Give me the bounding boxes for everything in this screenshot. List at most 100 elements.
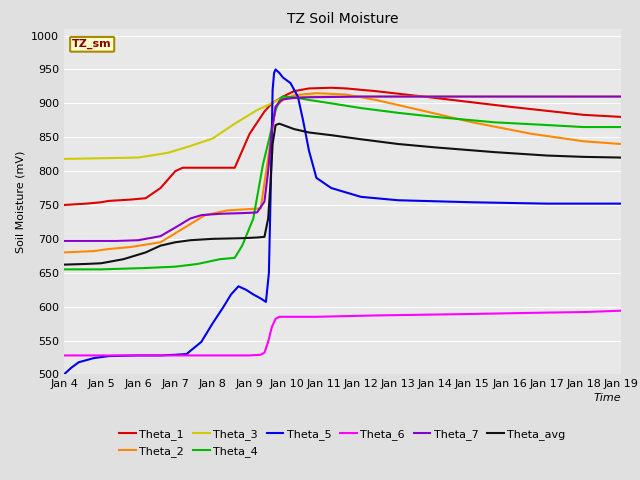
Theta_7 bbox=[134, 237, 142, 243]
Theta_2 bbox=[60, 250, 68, 255]
Theta_6 bbox=[179, 352, 187, 358]
Theta_6 bbox=[83, 352, 90, 358]
Theta_1 bbox=[83, 201, 90, 206]
Theta_3 bbox=[134, 155, 142, 160]
Theta_1 bbox=[97, 199, 105, 205]
Line: Theta_1: Theta_1 bbox=[64, 88, 621, 205]
Theta_4 bbox=[291, 95, 298, 100]
Theta_avg bbox=[357, 136, 365, 142]
Theta_6 bbox=[231, 352, 239, 358]
Theta_5 bbox=[265, 270, 273, 276]
Theta_6 bbox=[157, 352, 164, 358]
Title: TZ Soil Moisture: TZ Soil Moisture bbox=[287, 12, 398, 26]
Theta_2 bbox=[417, 107, 424, 113]
Theta_1 bbox=[342, 85, 350, 91]
Theta_2 bbox=[257, 205, 264, 211]
Theta_avg bbox=[269, 141, 276, 147]
Theta_2 bbox=[617, 141, 625, 147]
Theta_6 bbox=[209, 352, 216, 358]
Theta_3 bbox=[279, 95, 287, 101]
Theta_avg bbox=[186, 237, 194, 243]
Theta_7 bbox=[90, 238, 97, 244]
Theta_5 bbox=[270, 70, 278, 76]
Theta_6 bbox=[275, 314, 283, 320]
Theta_3 bbox=[305, 94, 313, 99]
Theta_3 bbox=[60, 156, 68, 162]
Theta_2 bbox=[127, 244, 134, 250]
Theta_6 bbox=[461, 311, 468, 317]
Theta_2 bbox=[279, 97, 287, 103]
Theta_3 bbox=[186, 143, 194, 149]
Theta_1 bbox=[617, 114, 625, 120]
Theta_5 bbox=[257, 296, 264, 301]
Theta_4 bbox=[617, 124, 625, 130]
Theta_1 bbox=[127, 197, 134, 203]
Theta_5 bbox=[90, 355, 97, 361]
Theta_5 bbox=[272, 67, 280, 72]
Theta_7 bbox=[112, 238, 120, 244]
Theta_5 bbox=[209, 321, 216, 326]
Theta_7 bbox=[175, 222, 183, 228]
Theta_2 bbox=[223, 207, 231, 213]
Theta_1 bbox=[142, 195, 150, 201]
Theta_5 bbox=[198, 339, 205, 345]
Theta_6 bbox=[60, 352, 68, 358]
Theta_5 bbox=[305, 148, 313, 154]
Theta_7 bbox=[357, 94, 365, 99]
Theta_7 bbox=[264, 168, 272, 174]
Theta_6 bbox=[260, 350, 268, 356]
Theta_2 bbox=[105, 246, 113, 252]
Theta_5 bbox=[235, 283, 243, 289]
Theta_3 bbox=[253, 107, 261, 113]
Theta_avg bbox=[580, 154, 588, 160]
Theta_5 bbox=[182, 351, 190, 357]
Theta_4 bbox=[216, 256, 224, 262]
Theta_4 bbox=[250, 216, 257, 221]
Theta_2 bbox=[580, 138, 588, 144]
Theta_avg bbox=[83, 261, 90, 267]
Theta_5 bbox=[134, 352, 142, 358]
Theta_avg bbox=[291, 126, 298, 132]
Theta_5 bbox=[60, 372, 68, 377]
Theta_avg bbox=[491, 149, 499, 155]
Line: Theta_6: Theta_6 bbox=[64, 311, 621, 355]
Theta_3 bbox=[209, 136, 216, 142]
Theta_2 bbox=[342, 92, 350, 97]
Theta_3 bbox=[231, 121, 239, 127]
Theta_1 bbox=[268, 100, 276, 106]
Theta_4 bbox=[580, 124, 588, 130]
Theta_3 bbox=[291, 95, 298, 100]
Theta_5 bbox=[468, 199, 476, 205]
Theta_2 bbox=[272, 104, 280, 109]
Theta_avg bbox=[272, 122, 280, 128]
Theta_2 bbox=[372, 97, 380, 103]
Theta_7 bbox=[506, 94, 513, 99]
Theta_avg bbox=[394, 141, 402, 147]
Theta_2 bbox=[264, 155, 272, 160]
Theta_7 bbox=[305, 95, 313, 100]
Theta_4 bbox=[543, 122, 550, 128]
Theta_avg bbox=[253, 235, 261, 240]
Theta_5 bbox=[250, 291, 257, 297]
Theta_avg bbox=[209, 236, 216, 242]
Text: TZ_sm: TZ_sm bbox=[72, 39, 112, 49]
Theta_6 bbox=[264, 339, 272, 345]
Line: Theta_4: Theta_4 bbox=[64, 96, 621, 269]
Theta_3 bbox=[275, 96, 283, 102]
Theta_5 bbox=[68, 365, 76, 371]
Line: Theta_3: Theta_3 bbox=[64, 96, 621, 159]
Theta_3 bbox=[506, 94, 513, 99]
Theta_5 bbox=[279, 75, 287, 81]
Theta_4 bbox=[357, 105, 365, 111]
Theta_2 bbox=[291, 92, 298, 98]
Theta_2 bbox=[246, 206, 253, 212]
Theta_avg bbox=[431, 144, 439, 150]
Theta_1 bbox=[231, 165, 239, 170]
Theta_2 bbox=[157, 240, 164, 245]
Y-axis label: Soil Moisture (mV): Soil Moisture (mV) bbox=[15, 150, 26, 253]
Theta_7 bbox=[275, 99, 283, 105]
Theta_avg bbox=[543, 153, 550, 158]
Theta_5 bbox=[268, 168, 275, 174]
Theta_6 bbox=[134, 352, 142, 358]
Theta_avg bbox=[157, 243, 164, 249]
